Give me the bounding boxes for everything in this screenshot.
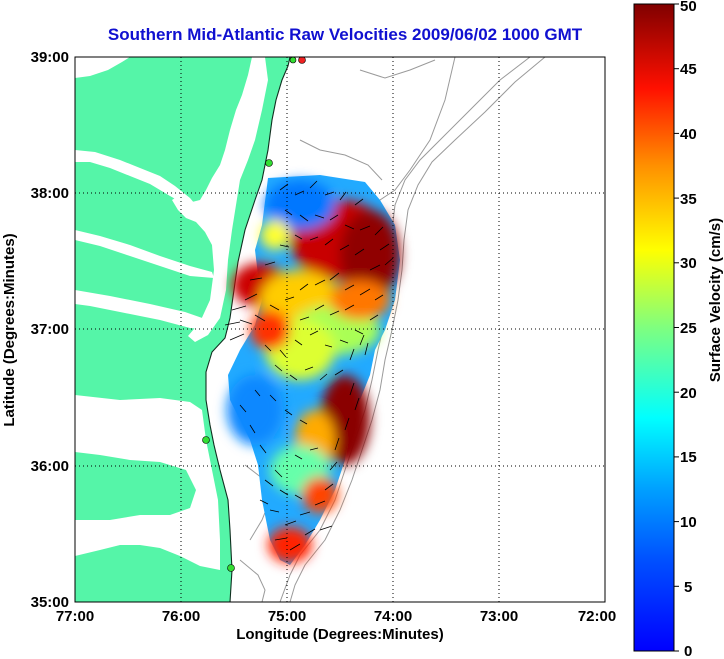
x-tick-label: 76:00 bbox=[162, 608, 200, 625]
colorbar-tick-label: 20 bbox=[680, 385, 697, 402]
colorbar-tick-label: 25 bbox=[680, 320, 697, 337]
rappahannock-river bbox=[75, 230, 214, 278]
colorbar-tick-label: 0 bbox=[684, 643, 692, 659]
x-axis: 77:00 76:00 75:00 74:00 73:00 72:00 Long… bbox=[56, 608, 616, 643]
lat-lon-grid bbox=[75, 57, 605, 602]
y-tick-label: 38:00 bbox=[31, 185, 69, 202]
colorbar-tick-label: 5 bbox=[684, 579, 692, 596]
y-tick-label: 36:00 bbox=[31, 458, 69, 475]
radar-site-marker bbox=[202, 436, 210, 444]
chesapeake-bay bbox=[172, 57, 268, 342]
x-tick-label: 72:00 bbox=[578, 608, 616, 625]
plot-frame bbox=[74, 56, 606, 603]
y-axis: 39:00 38:00 37:00 36:00 35:00 Latitude (… bbox=[1, 49, 69, 611]
colorbar: 50 45 40 35 30 25 20 15 10 5 0 Surface V… bbox=[633, 0, 724, 659]
colorbar-tick-label: 45 bbox=[680, 61, 697, 78]
x-axis-label: Longitude (Degrees:Minutes) bbox=[236, 626, 444, 643]
velocity-vectors bbox=[224, 180, 394, 551]
colorbar-tick-label: 40 bbox=[680, 126, 697, 143]
radar-site-marker bbox=[265, 159, 273, 167]
y-tick-label: 37:00 bbox=[31, 321, 69, 338]
colorbar-tick-label: 30 bbox=[680, 255, 697, 272]
chart-title: Southern Mid-Atlantic Raw Velocities 200… bbox=[108, 25, 583, 44]
colorbar-gradient bbox=[633, 3, 675, 652]
velocity-field bbox=[227, 175, 400, 565]
x-tick-label: 77:00 bbox=[56, 608, 94, 625]
colorbar-tick-label: 35 bbox=[680, 191, 697, 208]
potomac-river bbox=[75, 150, 195, 206]
radar-site-marker-red bbox=[298, 57, 306, 64]
albemarle-pamlico-sound bbox=[75, 395, 220, 570]
delaware-bay bbox=[75, 57, 130, 78]
colorbar-tick-label: 50 bbox=[680, 0, 697, 15]
radar-site-marker bbox=[289, 57, 297, 64]
y-axis-label: Latitude (Degrees:Minutes) bbox=[1, 233, 18, 426]
radar-site-marker bbox=[227, 564, 235, 572]
colorbar-label: Surface Velocity (cm/s) bbox=[707, 218, 724, 382]
colorbar-tick-label: 10 bbox=[680, 514, 697, 531]
x-tick-label: 73:00 bbox=[480, 608, 518, 625]
x-tick-label: 75:00 bbox=[268, 608, 306, 625]
radar-sites bbox=[202, 57, 306, 572]
y-tick-label: 35:00 bbox=[31, 594, 69, 611]
york-james-rivers bbox=[75, 290, 212, 330]
x-tick-label: 74:00 bbox=[374, 608, 412, 625]
coastline bbox=[205, 57, 291, 602]
y-tick-label: 39:00 bbox=[31, 49, 69, 66]
colorbar-tick-label: 15 bbox=[680, 449, 697, 466]
map-plot-area bbox=[75, 57, 605, 602]
